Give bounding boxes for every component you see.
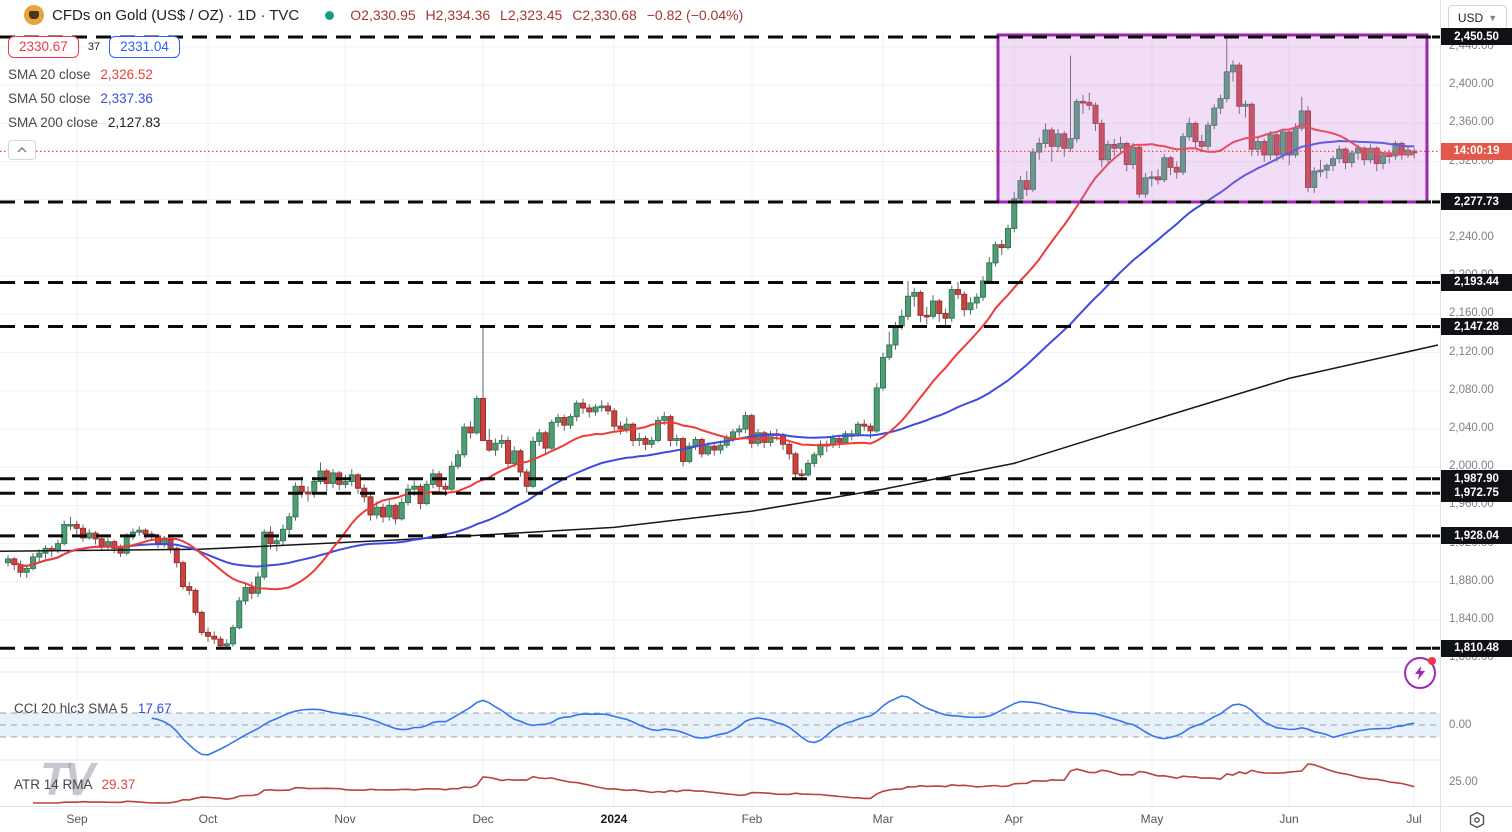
bid-ask-row: 2330.67 37 2331.04	[8, 36, 180, 58]
buy-price-button[interactable]: 2331.04	[109, 36, 180, 58]
market-status-icon[interactable]	[325, 10, 335, 20]
time-axis[interactable]: Sep Oct Nov Dec 2024 Feb Mar Apr May Jun Jul	[0, 806, 1440, 832]
time-tick-label: Dec	[472, 812, 494, 826]
time-tick-label: Nov	[334, 812, 356, 826]
low-value: L2,323.45	[500, 7, 563, 23]
sma200-label: SMA 200 close	[8, 115, 99, 130]
sma200-line	[0, 344, 1439, 552]
close-value: C2,330.68	[572, 7, 637, 23]
sma50-line	[13, 139, 1415, 568]
grid-layer	[0, 30, 1440, 806]
tradingview-watermark: TV	[40, 753, 95, 805]
currency-label: USD	[1457, 11, 1484, 25]
chevron-down-icon: ▼	[1488, 13, 1498, 23]
time-tick-label: Sep	[66, 812, 88, 826]
sma50-value: 2,337.36	[100, 91, 153, 106]
high-value: H2,334.36	[425, 7, 491, 23]
collapse-legend-button[interactable]	[8, 140, 36, 160]
countdown-badge: 14:00:19	[1441, 142, 1512, 160]
spread-value: 37	[85, 41, 103, 53]
sma20-legend-row[interactable]: SMA 20 close 2,326.52	[8, 67, 180, 82]
key-level-badge: 1,987.90	[1441, 470, 1512, 488]
sma50-label: SMA 50 close	[8, 91, 91, 106]
price-axis[interactable]: USD ▼ 2,440.00 2,400.00 2,360.00 2,320.00 2,…	[1440, 0, 1512, 832]
cci-value: 17.67	[137, 701, 172, 716]
time-tick-label: May	[1140, 812, 1164, 826]
price-tick-label: 2,040.00	[1449, 422, 1494, 434]
atr-value: 29.37	[101, 777, 136, 792]
atr-pane-layer	[33, 763, 1415, 804]
lightning-icon	[1415, 666, 1425, 680]
symbol-logo-icon	[24, 5, 44, 25]
cci-label: CCI 20 hlc3 SMA 5	[14, 701, 129, 716]
chart-canvas[interactable]	[0, 0, 1440, 806]
key-level-badge: 1,810.48	[1441, 639, 1512, 657]
sma50-legend-row[interactable]: SMA 50 close 2,337.36	[8, 91, 180, 106]
chevron-up-icon	[17, 147, 27, 153]
sell-price-button[interactable]: 2330.67	[8, 36, 79, 58]
axis-ticks-layer	[1432, 35, 1440, 650]
open-value: O2,330.95	[350, 7, 416, 23]
atr-label: ATR 14 RMA	[14, 777, 92, 792]
change-value: −0.82 (−0.04%)	[646, 7, 744, 23]
key-level-badge: 2,147.28	[1441, 318, 1512, 336]
sma20-value: 2,326.52	[100, 67, 153, 82]
time-axis-corner[interactable]	[1440, 806, 1512, 832]
key-level-badge: 1,928.04	[1441, 527, 1512, 545]
price-tick-label: 2,360.00	[1449, 116, 1494, 129]
ma-layer	[0, 123, 1439, 591]
highlight-box-layer	[996, 33, 1429, 204]
cci-pane-layer	[0, 695, 1440, 756]
separators-layer	[0, 671, 1440, 761]
levels-layer	[0, 35, 1440, 650]
price-tick-label: 2,160.00	[1449, 307, 1494, 320]
cci-tick-label: 0.00	[1449, 719, 1472, 731]
key-level-badge: 2,450.50	[1441, 28, 1512, 46]
price-tick-label: 2,080.00	[1449, 383, 1494, 396]
key-level-badge: 2,193.44	[1441, 273, 1512, 291]
cci-line	[151, 695, 1415, 756]
sma20-label: SMA 20 close	[8, 67, 91, 82]
price-tick-label: 2,240.00	[1449, 231, 1494, 243]
currency-selector[interactable]: USD ▼	[1448, 5, 1507, 31]
sma200-value: 2,127.83	[107, 115, 161, 130]
atr-tick-label: 25.00	[1449, 776, 1478, 788]
symbol-title[interactable]: CFDs on Gold (US$ / OZ) · 1D · TVC	[52, 6, 300, 24]
price-tick-label: 1,880.00	[1449, 574, 1494, 587]
key-level-badge: 1,972.75	[1441, 484, 1512, 502]
lightning-button[interactable]	[1404, 657, 1436, 689]
price-tick-label: 2,400.00	[1449, 78, 1494, 91]
sma20-line	[13, 123, 1415, 591]
time-tick-label: Jun	[1279, 812, 1299, 826]
price-tick-label: 2,120.00	[1449, 345, 1494, 358]
cci-legend-row[interactable]: CCI 20 hlc3 SMA 5 17.67	[14, 701, 172, 716]
time-tick-label: 2024	[600, 812, 628, 826]
price-tick-label: 1,840.00	[1449, 613, 1494, 625]
highlight-box	[996, 33, 1429, 204]
time-tick-label: Feb	[741, 812, 763, 826]
time-tick-label: Apr	[1004, 812, 1024, 826]
notification-dot-icon	[1428, 657, 1436, 665]
atr-legend-row[interactable]: ATR 14 RMA 29.37	[14, 777, 135, 792]
time-tick-label: Oct	[198, 812, 218, 826]
price-tick-label: 2,000.00	[1449, 460, 1494, 473]
sma200-legend-row[interactable]: SMA 200 close 2,127.83	[8, 115, 180, 130]
chart-legend: 2330.67 37 2331.04 SMA 20 close 2,326.52…	[8, 36, 180, 160]
atr-line	[33, 763, 1415, 804]
key-level-badge: 2,277.73	[1441, 193, 1512, 211]
hexagon-badge-icon	[1469, 811, 1485, 829]
time-tick-label: Jul	[1406, 812, 1422, 826]
candles-layer	[5, 37, 1418, 649]
ohlc-readout: O2,330.95 H2,334.36 L2,323.45 C2,330.68 …	[350, 7, 749, 23]
chart-header: CFDs on Gold (US$ / OZ) · 1D · TVC O2,33…	[0, 0, 1440, 30]
time-tick-label: Mar	[872, 812, 894, 826]
